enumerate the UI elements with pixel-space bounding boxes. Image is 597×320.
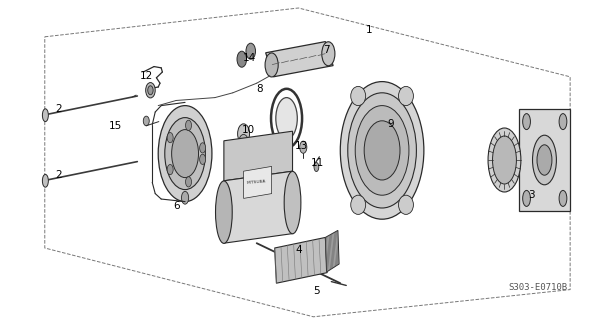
Text: 8: 8 bbox=[256, 84, 263, 94]
Ellipse shape bbox=[522, 114, 530, 130]
Ellipse shape bbox=[284, 172, 301, 234]
Ellipse shape bbox=[147, 86, 153, 95]
Ellipse shape bbox=[143, 116, 149, 126]
Text: 9: 9 bbox=[387, 118, 394, 129]
Text: 3: 3 bbox=[528, 190, 535, 200]
Ellipse shape bbox=[350, 86, 365, 106]
Ellipse shape bbox=[239, 134, 248, 150]
Ellipse shape bbox=[559, 114, 567, 130]
Polygon shape bbox=[275, 237, 327, 283]
Ellipse shape bbox=[488, 128, 521, 192]
Ellipse shape bbox=[246, 43, 256, 59]
Ellipse shape bbox=[533, 135, 556, 185]
Text: S303-E0710B: S303-E0710B bbox=[508, 283, 567, 292]
Text: 6: 6 bbox=[173, 201, 180, 211]
Text: 4: 4 bbox=[295, 245, 302, 255]
Polygon shape bbox=[266, 42, 333, 77]
Ellipse shape bbox=[559, 190, 567, 206]
Polygon shape bbox=[224, 171, 293, 243]
Ellipse shape bbox=[186, 177, 192, 187]
Ellipse shape bbox=[42, 109, 48, 122]
Ellipse shape bbox=[165, 118, 205, 189]
Ellipse shape bbox=[355, 106, 409, 195]
Ellipse shape bbox=[340, 82, 424, 219]
Ellipse shape bbox=[171, 130, 198, 178]
Text: 7: 7 bbox=[322, 45, 330, 55]
Text: MITSUBA: MITSUBA bbox=[247, 180, 267, 185]
Text: 2: 2 bbox=[55, 104, 62, 115]
Polygon shape bbox=[244, 166, 272, 198]
Ellipse shape bbox=[167, 132, 173, 143]
Ellipse shape bbox=[42, 174, 48, 187]
Ellipse shape bbox=[300, 141, 307, 153]
Ellipse shape bbox=[158, 106, 212, 202]
Ellipse shape bbox=[276, 98, 297, 139]
Ellipse shape bbox=[216, 181, 232, 244]
Ellipse shape bbox=[537, 145, 552, 175]
Text: 2: 2 bbox=[55, 170, 62, 180]
Polygon shape bbox=[224, 131, 293, 181]
Ellipse shape bbox=[314, 163, 319, 172]
Ellipse shape bbox=[199, 143, 205, 153]
Ellipse shape bbox=[522, 190, 530, 206]
Ellipse shape bbox=[364, 121, 400, 180]
Text: 14: 14 bbox=[243, 52, 256, 63]
Ellipse shape bbox=[265, 53, 278, 77]
Text: 13: 13 bbox=[295, 141, 308, 151]
Ellipse shape bbox=[181, 191, 189, 204]
Text: 5: 5 bbox=[313, 285, 320, 296]
Text: 11: 11 bbox=[310, 157, 324, 168]
Ellipse shape bbox=[167, 164, 173, 175]
Ellipse shape bbox=[493, 136, 516, 184]
Text: 1: 1 bbox=[365, 25, 373, 36]
Ellipse shape bbox=[238, 124, 250, 144]
Polygon shape bbox=[325, 230, 339, 272]
Ellipse shape bbox=[186, 120, 192, 131]
Ellipse shape bbox=[237, 51, 247, 67]
Ellipse shape bbox=[347, 93, 416, 208]
Text: 15: 15 bbox=[109, 121, 122, 131]
Ellipse shape bbox=[350, 195, 365, 214]
Ellipse shape bbox=[398, 86, 413, 106]
Ellipse shape bbox=[146, 83, 155, 98]
Text: 10: 10 bbox=[242, 125, 255, 135]
Ellipse shape bbox=[199, 154, 205, 164]
Ellipse shape bbox=[322, 42, 335, 66]
Ellipse shape bbox=[398, 195, 413, 214]
Polygon shape bbox=[519, 109, 570, 211]
Text: 12: 12 bbox=[140, 71, 153, 81]
